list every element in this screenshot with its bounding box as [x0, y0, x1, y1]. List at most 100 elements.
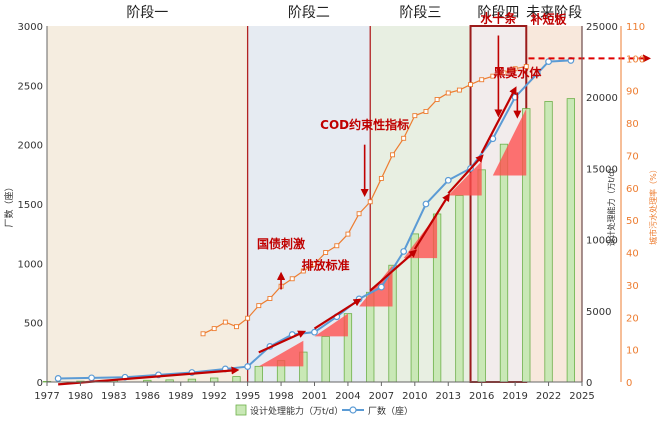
plant-count-point-1978	[54, 375, 62, 382]
x-tick-label-1998: 1998	[268, 391, 293, 402]
treatment-rate-point-1996	[256, 303, 262, 309]
y-right1-tick-25000: 25000	[586, 22, 618, 33]
legend-label-plant-count: 厂数（座）	[368, 405, 413, 417]
bar-2024	[566, 98, 576, 383]
treatment-rate-point-2002	[323, 250, 329, 255]
treatment-rate-point-1993	[222, 319, 228, 325]
plant-count-point-2011	[422, 200, 430, 208]
plant-count-point-2001	[311, 328, 318, 336]
treatment-rate-point-2019	[512, 66, 518, 72]
x-tick-label-1992: 1992	[201, 391, 226, 402]
bar-2014	[455, 195, 464, 383]
treatment-rate-point-2011	[423, 108, 429, 114]
y-right2-tick-90: 90	[626, 87, 639, 98]
plant-count-point-2022	[545, 58, 552, 65]
growth-triangle-6	[492, 108, 527, 176]
x-tick-label-2010: 2010	[402, 391, 427, 402]
trend-arrow-4	[369, 249, 418, 292]
bar-1992	[210, 377, 219, 383]
plant-count-point-2013	[444, 176, 452, 184]
y-left-tick-2500: 2500	[18, 81, 43, 92]
x-tick-label-1977: 1977	[34, 391, 59, 402]
treatment-rate-point-2018	[501, 70, 507, 76]
x-tick-label-2013: 2013	[436, 391, 461, 402]
treatment-rate-point-2010	[412, 113, 418, 119]
bar-2016	[477, 169, 486, 383]
growth-triangle-2	[314, 313, 348, 337]
x-tick-label-2022: 2022	[536, 391, 561, 402]
trend-arrow-6	[447, 154, 484, 195]
y-right2-title: 城市污水处理率（%）	[648, 165, 658, 245]
y-right1-tick-15000: 15000	[586, 164, 618, 175]
y-right2-tick-20: 20	[626, 313, 639, 324]
annotation-label-1: 国债刺激	[257, 236, 305, 251]
treatment-rate-point-2014	[456, 87, 462, 93]
stage-label-3: 阶段三	[399, 5, 441, 21]
bar-2018	[499, 143, 509, 383]
annotation-label-5: 黑臭水体	[493, 65, 542, 80]
x-tick-label-2025: 2025	[569, 391, 594, 402]
treatment-rate-point-2015	[468, 82, 473, 88]
trend-arrow-2	[258, 330, 307, 354]
y-right2-tick-50: 50	[626, 216, 639, 227]
y-left-tick-1500: 1500	[18, 200, 43, 211]
plant-count-point-1981	[88, 374, 95, 382]
legend-swatch-capacity	[235, 404, 247, 416]
bar-1996	[254, 365, 263, 383]
treatment-rate-point-2017	[490, 73, 496, 79]
legend-label-capacity: 设计处理能力（万t/d）	[250, 405, 343, 417]
annotation-label-2: 排放标准	[302, 257, 350, 272]
plant-count-point-2007	[377, 283, 385, 291]
treatment-rate-point-2007	[378, 175, 384, 181]
y-right1-tick-20000: 20000	[586, 93, 618, 104]
x-tick-label-1980: 1980	[68, 391, 93, 402]
bar-1994	[232, 376, 241, 383]
stage-label-1: 阶段一	[126, 5, 168, 21]
y-left-title: 厂数（座）	[3, 182, 15, 227]
y-left-tick-500: 500	[24, 319, 43, 330]
stage-band-1	[47, 26, 248, 382]
trend-arrow-3	[313, 298, 362, 330]
x-tick-label-2007: 2007	[369, 391, 394, 402]
y-left-tick-1000: 1000	[18, 259, 43, 270]
treatment-rate-point-2004	[345, 231, 351, 237]
stage-label-4: 阶段四	[477, 5, 519, 21]
treatment-rate-point-2003	[334, 243, 340, 249]
x-tick-label-2019: 2019	[502, 391, 527, 402]
legend: 设计处理能力（万t/d） 厂数（座）	[235, 404, 413, 417]
treatment-rate-point-1992	[211, 326, 217, 332]
x-tick-label-2004: 2004	[335, 391, 360, 402]
y-right1-tick-10000: 10000	[586, 236, 618, 247]
y-right2-tick-60: 60	[626, 184, 639, 195]
treatment-rate-point-2009	[401, 135, 407, 141]
stage-label-5: 未来阶段	[526, 5, 582, 21]
annotation-label-3: COD约束性指标	[320, 117, 409, 132]
growth-triangle-1	[258, 340, 304, 367]
growth-triangle-4	[403, 213, 438, 259]
y-right2-tick-100: 100	[626, 54, 645, 65]
y-right1-tick-5000: 5000	[586, 307, 611, 318]
y-left-tick-2000: 2000	[18, 141, 43, 152]
y-right2-tick-30: 30	[626, 281, 639, 292]
x-tick-label-1983: 1983	[101, 391, 126, 402]
y-right1-tick-0: 0	[586, 378, 592, 389]
x-tick-label-1989: 1989	[168, 391, 193, 402]
x-tick-label-2016: 2016	[469, 391, 494, 402]
treatment-rate-point-2005	[356, 211, 362, 217]
y-right2-tick-70: 70	[626, 151, 639, 162]
y-left-tick-0: 0	[37, 378, 43, 389]
treatment-rate-point-1991	[200, 331, 206, 337]
treatment-rate-point-2001	[312, 261, 317, 267]
annotation-label-6: 补短板	[530, 12, 568, 27]
plant-count-point-2009	[400, 248, 408, 255]
y-left-tick-3000: 3000	[18, 22, 43, 33]
bar-2022	[544, 101, 553, 383]
y-right1-title: 设计处理能力（万t/d）	[606, 164, 616, 247]
y-right2-tick-40: 40	[626, 249, 639, 260]
treatment-rate-point-1999	[289, 276, 295, 282]
treatment-rate-point-2020	[523, 64, 529, 69]
x-tick-label-2001: 2001	[302, 391, 327, 402]
bar-2002	[321, 336, 330, 383]
